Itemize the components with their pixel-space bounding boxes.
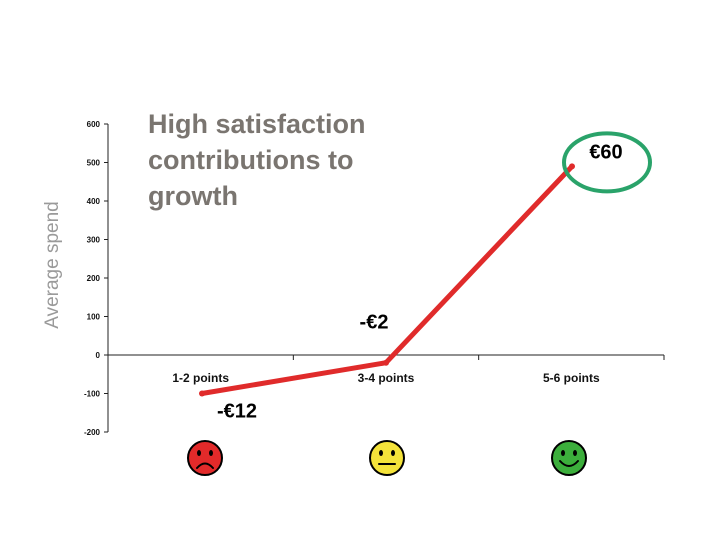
title-line-2: contributions to [148, 145, 354, 175]
data-labels: -€12 -€2 €60 [217, 131, 652, 423]
y-tick-label: 300 [87, 236, 101, 245]
y-tick-label: 100 [87, 313, 101, 322]
y-axis-title: Average spend [42, 201, 63, 328]
y-tick-label: -100 [84, 390, 101, 399]
data-point [383, 359, 389, 366]
x-category-label: 1-2 points [172, 371, 229, 385]
y-tick-label: 400 [87, 197, 101, 206]
data-point [569, 163, 575, 170]
y-axis: -200 -100 0 100 200 300 400 500 600 Average spend [42, 120, 109, 437]
neutral-face-icon [369, 440, 405, 476]
highlight-ellipse [562, 131, 652, 194]
y-tick-label: 200 [87, 274, 101, 283]
y-tick-label: -200 [84, 428, 101, 437]
chart-title: High satisfaction contributions to growt… [148, 106, 408, 214]
y-tick-label: 500 [87, 159, 101, 168]
series-line [199, 163, 575, 397]
x-category-label: 3-4 points [358, 371, 415, 385]
happy-face-icon [551, 440, 587, 476]
data-label: -€2 [360, 312, 389, 334]
data-label: €60 [589, 141, 622, 163]
title-line-1: High satisfaction [148, 109, 366, 139]
y-tick-label: 600 [87, 120, 101, 129]
sad-face-icon [187, 440, 223, 476]
x-category-label: 5-6 points [543, 371, 600, 385]
data-point [199, 390, 205, 397]
x-axis: 1-2 points 3-4 points 5-6 points [107, 354, 665, 385]
data-label: -€12 [217, 401, 257, 423]
title-line-3: growth [148, 181, 238, 211]
series-polyline [201, 164, 574, 396]
y-tick-label: 0 [96, 351, 101, 360]
satisfaction-faces [187, 440, 587, 476]
